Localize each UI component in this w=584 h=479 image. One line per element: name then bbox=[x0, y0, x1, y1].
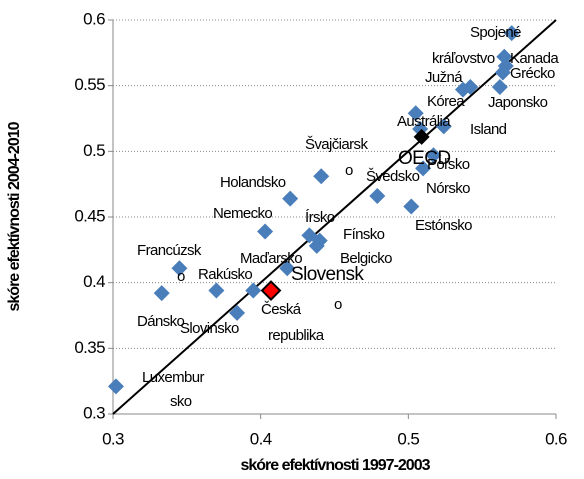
x-tick-label: 0.4 bbox=[250, 429, 272, 448]
data-point bbox=[282, 190, 299, 207]
data-point bbox=[229, 304, 246, 321]
annotation: Grécko bbox=[510, 65, 555, 82]
data-point bbox=[245, 282, 262, 299]
reference-line bbox=[112, 19, 557, 415]
annotation: o bbox=[334, 296, 342, 313]
annotation: Francúzsk bbox=[137, 242, 202, 259]
annotation: Kórea bbox=[427, 93, 465, 110]
annotation: Dánsko bbox=[137, 313, 185, 330]
annotation: Írsko bbox=[305, 209, 335, 226]
y-tick-label: 0.4 bbox=[83, 272, 105, 291]
annotation: kráľovstvo bbox=[432, 50, 495, 67]
data-point bbox=[403, 198, 420, 215]
y-tick-label: 0.55 bbox=[74, 75, 105, 94]
annotation: Spojené bbox=[470, 24, 521, 41]
data-point bbox=[208, 282, 225, 299]
annotation: Austrália bbox=[397, 113, 451, 130]
annotation: Island bbox=[470, 121, 507, 138]
data-point bbox=[503, 25, 520, 42]
y-tick-label: 0.45 bbox=[74, 206, 105, 225]
x-axis-label: skóre efektívnosti 1997-2003 bbox=[240, 457, 430, 474]
annotation: Nórsko bbox=[426, 180, 470, 197]
annotation: Slovensk bbox=[291, 264, 364, 285]
annotation: Česká bbox=[261, 301, 302, 318]
data-point bbox=[415, 160, 432, 177]
data-point bbox=[407, 105, 424, 122]
data-point bbox=[425, 147, 442, 164]
annotation: Rakúsko bbox=[198, 266, 252, 283]
annotation: Švajčiarsk bbox=[305, 136, 368, 153]
x-tick-label: 0.5 bbox=[397, 429, 419, 448]
annotation: republika bbox=[268, 327, 325, 344]
annotation: Nemecko bbox=[213, 205, 272, 222]
annotation: Slovinsko bbox=[180, 320, 239, 337]
annotation: o bbox=[345, 162, 353, 179]
annotation: Fínsko bbox=[343, 226, 385, 243]
data-point bbox=[313, 168, 330, 185]
data-point bbox=[171, 260, 188, 277]
data-point bbox=[369, 187, 386, 204]
y-tick-label: 0.35 bbox=[74, 338, 105, 357]
annotation: Japonsko bbox=[488, 94, 548, 111]
annotation: OECD bbox=[398, 148, 451, 169]
data-point bbox=[153, 285, 170, 302]
data-point bbox=[435, 118, 452, 135]
data-point bbox=[257, 223, 274, 240]
x-tick-label: 0.6 bbox=[545, 429, 567, 448]
data-point bbox=[260, 280, 282, 301]
annotation: Estónsko bbox=[415, 217, 472, 234]
data-point bbox=[311, 232, 328, 249]
data-point bbox=[279, 260, 296, 277]
y-tick-label: 0.6 bbox=[83, 9, 105, 28]
annotation: o bbox=[177, 268, 185, 285]
y-tick-label: 0.3 bbox=[83, 403, 105, 422]
annotation: Južná bbox=[425, 69, 463, 86]
annotation: Poľsko bbox=[427, 156, 470, 173]
data-point bbox=[413, 128, 430, 145]
data-point bbox=[462, 78, 479, 95]
annotation: Belgicko bbox=[340, 250, 392, 267]
annotation: Kanada bbox=[510, 50, 559, 67]
x-tick-label: 0.3 bbox=[102, 429, 124, 448]
data-point bbox=[491, 78, 508, 95]
annotation: Maďarsko bbox=[240, 250, 302, 267]
y-axis-label: skóre efektívnosti 2004-2010 bbox=[6, 121, 23, 311]
annotation: Holandsko bbox=[220, 174, 286, 191]
annotation: Luxembur bbox=[142, 369, 205, 386]
annotation: sko bbox=[170, 393, 192, 410]
data-point bbox=[107, 378, 124, 395]
data-point bbox=[496, 48, 513, 65]
y-tick-label: 0.5 bbox=[83, 141, 105, 160]
annotation: Švédsko bbox=[366, 168, 420, 185]
